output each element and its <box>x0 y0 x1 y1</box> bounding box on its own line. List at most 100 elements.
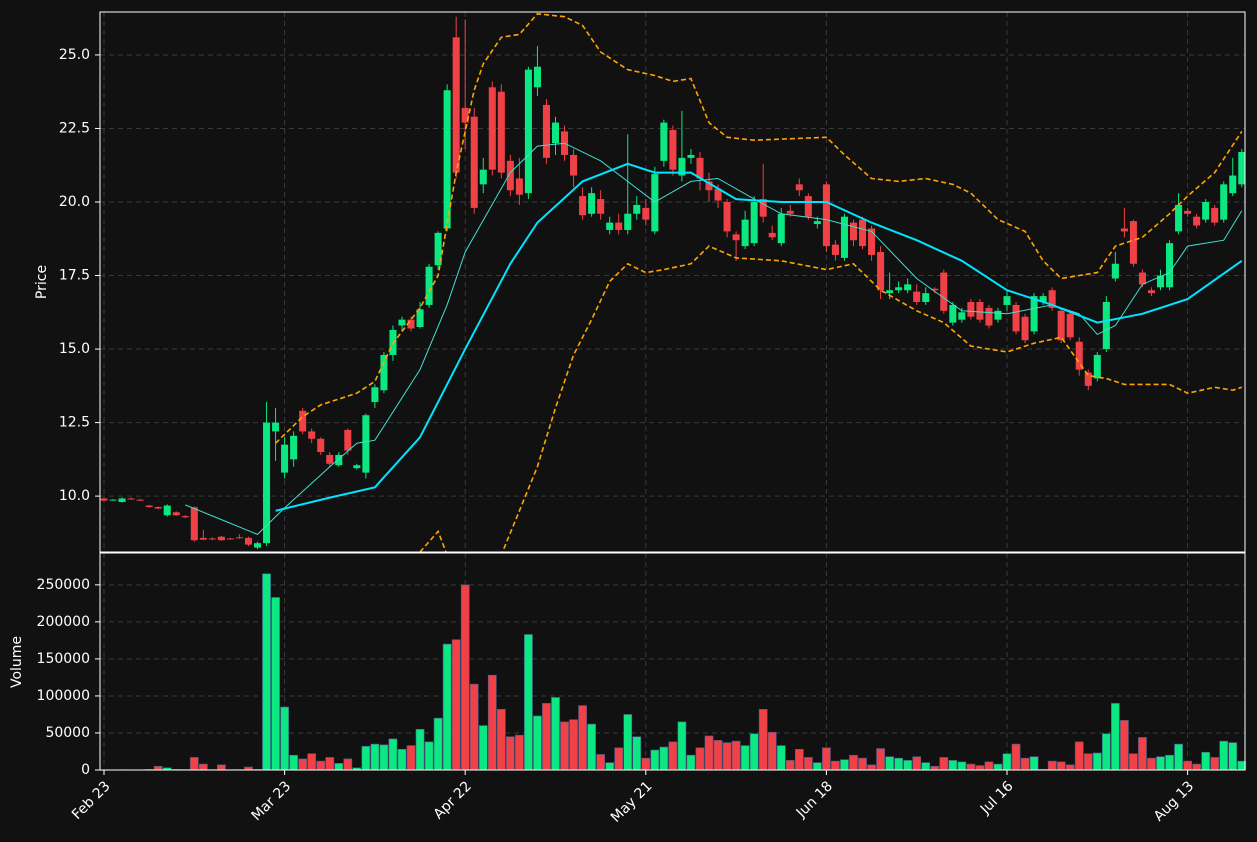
candle-body <box>813 221 821 225</box>
volume-bar <box>596 754 606 771</box>
candle-body <box>244 537 253 545</box>
candle-body <box>940 272 948 311</box>
volume-bar <box>325 757 335 771</box>
candle-body <box>1057 310 1065 341</box>
candle-body <box>678 157 686 176</box>
volume-bar <box>740 745 750 771</box>
volume-bar <box>1101 733 1111 771</box>
candle-body <box>407 319 415 329</box>
volume-bar <box>1120 720 1129 771</box>
candle-body <box>931 288 939 291</box>
volume-bar <box>785 760 795 771</box>
y-tick-label: 17.5 <box>59 268 90 284</box>
volume-bar <box>334 763 344 771</box>
volume-bar <box>406 745 416 771</box>
candle-body <box>849 222 858 241</box>
candle-body <box>985 307 993 326</box>
candle-body <box>1129 221 1137 264</box>
volume-bar <box>1056 761 1066 771</box>
volume-bar <box>677 721 687 771</box>
candle-body <box>470 116 478 208</box>
candle-body <box>967 302 975 317</box>
candle-body <box>353 465 361 469</box>
volume-bar <box>1110 703 1120 771</box>
candle-body <box>461 107 469 123</box>
candle-body <box>380 354 388 391</box>
volume-bar <box>289 754 298 771</box>
volume-bar <box>849 754 858 771</box>
candle-body <box>488 87 496 170</box>
candle-body <box>1102 302 1110 350</box>
candle-body <box>1048 290 1056 308</box>
volume-bar <box>1210 757 1220 771</box>
y-tick-label: 10.0 <box>59 488 90 504</box>
volume-bar <box>1174 743 1183 771</box>
y-tick-label: 25.0 <box>59 47 90 63</box>
volume-bar <box>885 756 894 771</box>
y-tick-label: 12.5 <box>59 415 90 431</box>
volume-bar <box>1011 743 1021 771</box>
candle-body <box>1238 152 1245 185</box>
candle-body <box>895 287 903 291</box>
volume-bar <box>469 683 479 771</box>
candle-body <box>822 184 830 247</box>
volume-bar <box>424 741 434 771</box>
volume-bar <box>1138 737 1147 771</box>
candle-body <box>1156 275 1165 288</box>
candle-body <box>1138 272 1146 285</box>
candle-body <box>804 196 812 217</box>
candle-body <box>705 181 713 191</box>
candle-body <box>181 516 189 518</box>
volume-bar <box>587 723 596 771</box>
volume-bar <box>415 728 425 771</box>
volume-bar <box>767 731 777 771</box>
volume-bar <box>731 740 741 771</box>
candle-body <box>452 37 460 173</box>
volume-bar <box>704 735 714 771</box>
volume-bar <box>397 748 407 771</box>
y-tick-label: 200000 <box>37 614 90 630</box>
candle-body <box>606 222 614 230</box>
y-tick-label: 150000 <box>37 651 90 667</box>
candle-body <box>1175 204 1183 232</box>
y-tick-label: 100000 <box>37 688 90 704</box>
volume-bar <box>578 705 587 771</box>
volume-bar <box>451 639 461 771</box>
candle-body <box>443 90 451 229</box>
candle-body <box>732 234 740 241</box>
volume-bar <box>1183 760 1192 771</box>
candle-body <box>416 309 424 327</box>
candle-body <box>597 199 605 214</box>
volume-frame <box>99 552 1246 771</box>
volume-bar <box>975 765 985 771</box>
candle-body <box>217 536 225 541</box>
candle-body <box>524 69 532 194</box>
candle-body <box>533 66 541 88</box>
candle-body <box>199 537 207 540</box>
candle-body <box>1012 304 1020 332</box>
candle-body <box>317 438 325 452</box>
candle-body <box>326 454 334 464</box>
candle-body <box>696 157 704 179</box>
candle-body <box>1111 263 1119 279</box>
volume-bar <box>560 721 569 771</box>
candle-body <box>515 178 523 195</box>
candle-body <box>1093 354 1101 379</box>
volume-bar <box>262 573 271 771</box>
volume-bar <box>298 758 308 771</box>
volume-bar <box>921 762 931 771</box>
candle-body <box>868 228 876 255</box>
candle-body <box>542 104 550 158</box>
price-frame <box>99 11 1246 553</box>
candle-body <box>768 232 776 238</box>
volume-bar <box>189 757 199 771</box>
candle-body <box>1211 207 1219 223</box>
candle-body <box>127 498 135 500</box>
volume-bar <box>948 760 958 771</box>
candle-body <box>958 312 966 320</box>
y-tick-label: 50000 <box>45 725 90 741</box>
volume-bar <box>524 634 533 771</box>
candle-body <box>136 499 144 501</box>
y-tick-label: 15.0 <box>59 341 90 357</box>
